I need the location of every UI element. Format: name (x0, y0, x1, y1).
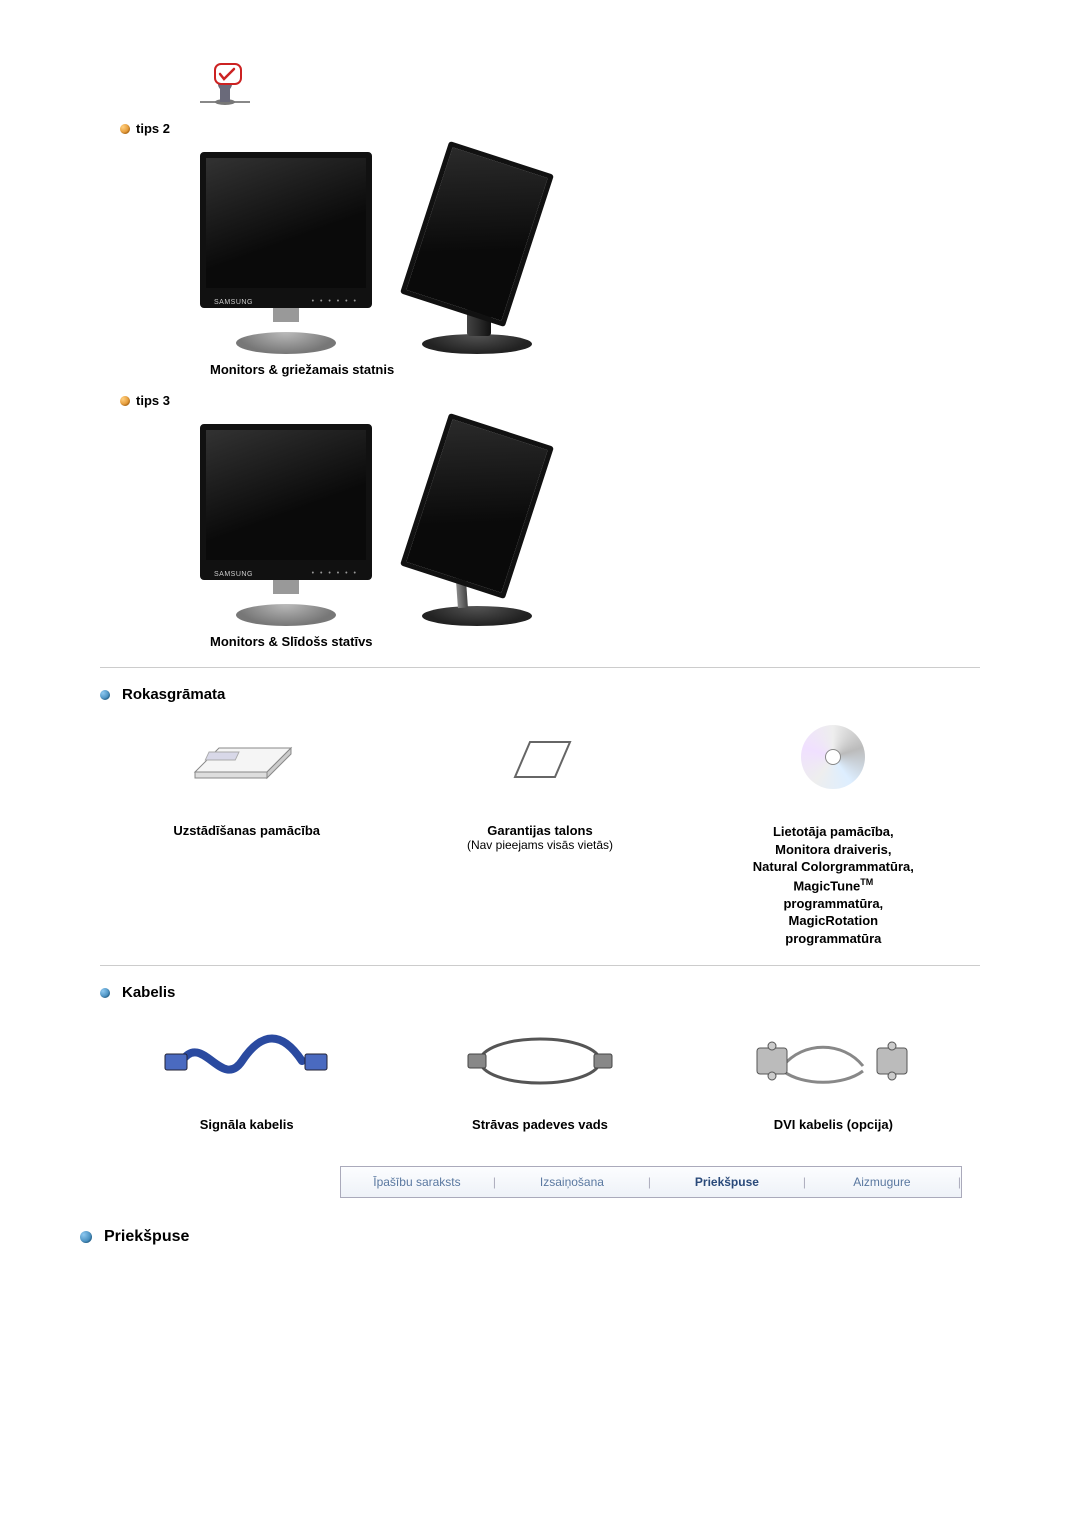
sw-line1: Lietotāja pamācība, (695, 823, 972, 841)
tab-features[interactable]: Īpašību saraksts (341, 1175, 493, 1189)
front-heading: Priekšpuse (80, 1228, 980, 1246)
monitor-buttons: • • • • • • (312, 298, 358, 305)
bullet-icon (120, 396, 130, 406)
signal-cable-label: Signāla kabelis (108, 1117, 385, 1132)
bullet-icon (100, 988, 110, 998)
warranty-label: Garantijas talons (401, 823, 678, 838)
install-guide-icon (108, 717, 385, 797)
monitor-brand: SAMSUNG (214, 299, 253, 306)
cd-icon (695, 717, 972, 797)
tab-unpacking[interactable]: Izsaiņošana (496, 1175, 648, 1189)
manual-title: Rokasgrāmata (122, 686, 225, 703)
power-cord-icon (401, 1021, 678, 1101)
tips-2-label: tips 2 (136, 121, 170, 136)
dvi-cable-icon (695, 1021, 972, 1101)
cable-row: Signāla kabelis Strāvas padeves vads (100, 1021, 980, 1132)
tab-back[interactable]: Aizmugure (806, 1175, 958, 1189)
monitor-front-icon: SAMSUNG • • • • • • (200, 152, 372, 354)
tab-front[interactable]: Priekšpuse (651, 1175, 803, 1189)
monitor-buttons: • • • • • • (312, 570, 358, 577)
cable-heading: Kabelis (100, 984, 980, 1001)
sw-line5: programmatūra, (695, 895, 972, 913)
sw-line3: Natural Colorgrammatūra, (695, 858, 972, 876)
tips-3-heading: tips 3 (120, 393, 980, 408)
divider (100, 965, 980, 966)
tips-2-images: SAMSUNG • • • • • • (200, 152, 980, 354)
signal-cable-icon (108, 1021, 385, 1101)
dvi-cable-label: DVI kabelis (opcija) (695, 1117, 972, 1132)
checkmark-figure-icon (200, 60, 980, 113)
monitor-slide-icon (412, 426, 542, 626)
monitor-front-icon: SAMSUNG • • • • • • (200, 424, 372, 626)
software-list: Lietotāja pamācība, Monitora draiveris, … (695, 823, 972, 947)
bullet-icon (80, 1231, 92, 1243)
bullet-icon (120, 124, 130, 134)
manual-row: Uzstādīšanas pamācība Garantijas talons … (100, 717, 980, 947)
tips-2-caption: Monitors & griežamais statnis (210, 362, 980, 377)
tips-3-caption: Monitors & Slīdošs statīvs (210, 634, 980, 649)
monitor-pivot-icon (412, 154, 542, 354)
sw-line7: programmatūra (695, 930, 972, 948)
front-title: Priekšpuse (104, 1228, 189, 1246)
warranty-card-icon (401, 717, 678, 797)
manual-heading: Rokasgrāmata (100, 686, 980, 703)
cable-title: Kabelis (122, 984, 175, 1001)
install-guide-label: Uzstādīšanas pamācība (108, 823, 385, 838)
sw-line2: Monitora draiveris, (695, 841, 972, 859)
bullet-icon (100, 690, 110, 700)
tips-3-label: tips 3 (136, 393, 170, 408)
tips-3-images: SAMSUNG • • • • • • (200, 424, 980, 626)
section-tabbar: Īpašību saraksts | Izsaiņošana | Priekšp… (340, 1166, 962, 1198)
power-cord-label: Strāvas padeves vads (401, 1117, 678, 1132)
divider (100, 667, 980, 668)
tab-separator: | (958, 1175, 961, 1189)
sw-line6: MagicRotation (695, 912, 972, 930)
sw-line4: MagicTuneTM (695, 876, 972, 895)
monitor-brand: SAMSUNG (214, 571, 253, 578)
tips-2-heading: tips 2 (120, 121, 980, 136)
warranty-sub: (Nav pieejams visās vietās) (401, 838, 678, 852)
